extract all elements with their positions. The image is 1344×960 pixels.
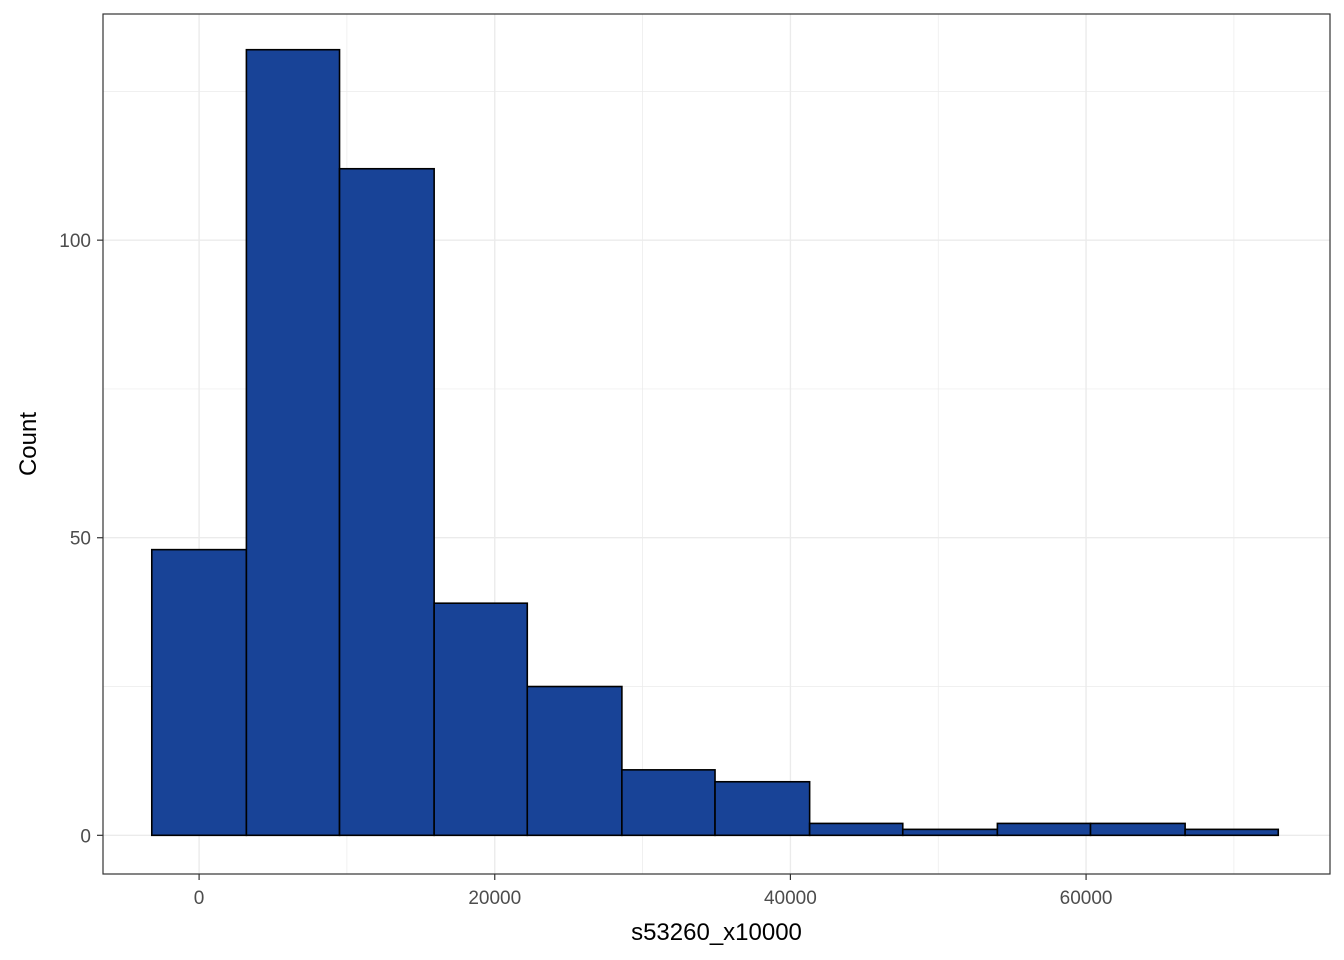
y-axis-ticks: 0 50 100 [59, 231, 103, 847]
histogram-bars [150, 48, 1280, 837]
x-tick-label: 20000 [468, 888, 521, 909]
histogram-bar-2 [245, 48, 341, 837]
histogram-bar-12 [1184, 828, 1280, 837]
x-tick-label: 60000 [1060, 888, 1113, 909]
minor-gridlines [103, 14, 1330, 874]
y-tick-label: 50 [70, 529, 91, 550]
histogram-bar-9 [901, 828, 999, 837]
y-axis-title: Count [15, 412, 42, 476]
x-tick-label: 0 [194, 888, 205, 909]
x-axis-ticks: 0 20000 40000 60000 [194, 874, 1113, 909]
histogram-bar-7 [714, 780, 811, 837]
x-axis-title: s53260_x10000 [631, 919, 802, 946]
x-tick-label: 40000 [764, 888, 817, 909]
y-tick-label: 0 [80, 826, 91, 847]
histogram-bar-6 [621, 769, 716, 837]
histogram-bar-1 [150, 548, 248, 837]
histogram-bar-8 [808, 822, 904, 837]
panel-border [102, 13, 1331, 875]
histogram-bar-3 [338, 167, 435, 837]
histogram-bar-11 [1089, 822, 1186, 837]
histogram-bar-4 [433, 602, 529, 837]
y-tick-label: 100 [59, 231, 91, 252]
histogram-bar-10 [996, 822, 1092, 837]
histogram-bar-5 [526, 685, 623, 837]
